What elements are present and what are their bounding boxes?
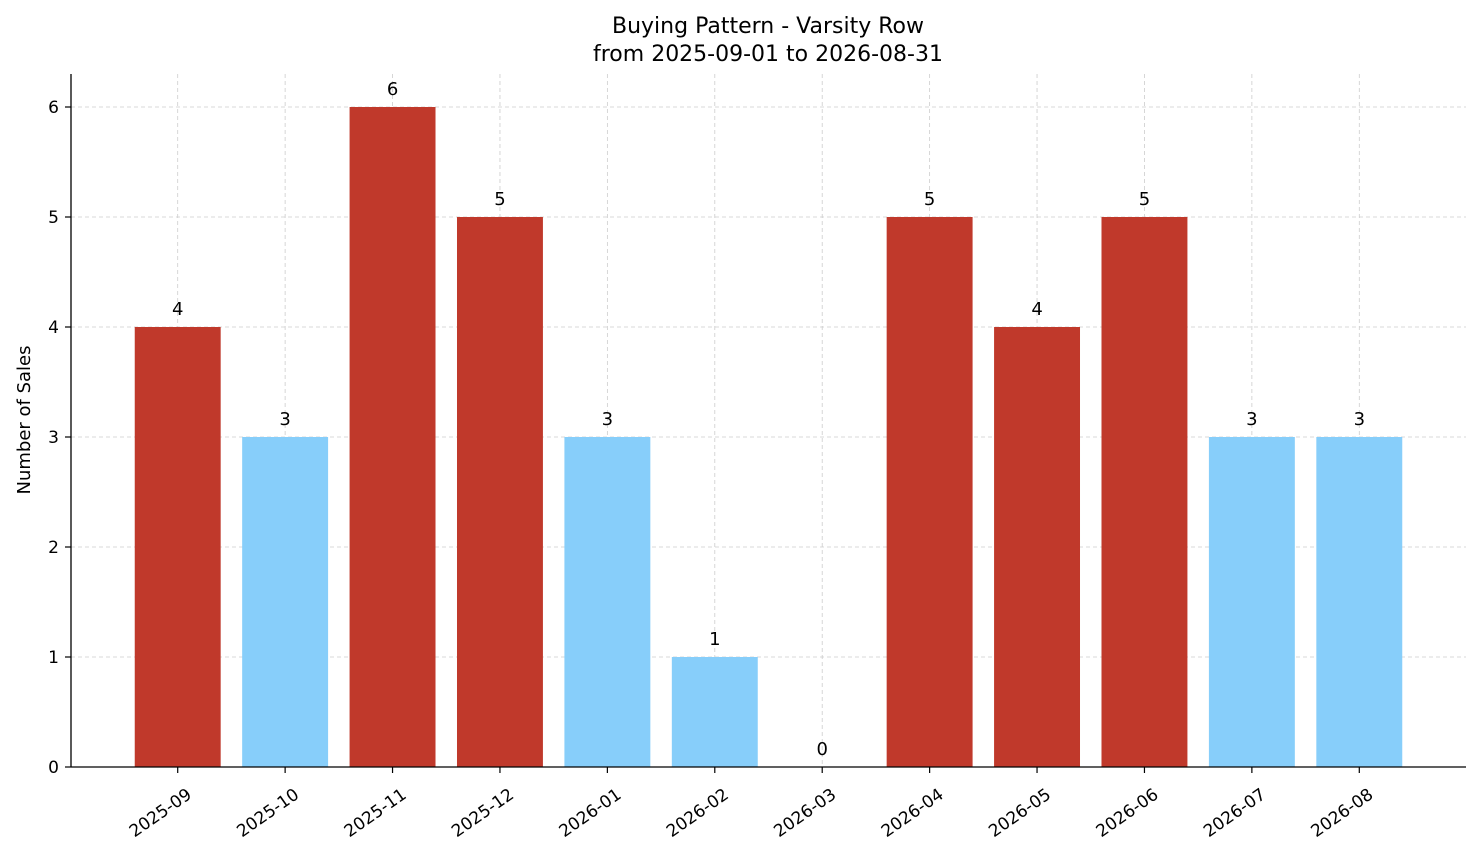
data-label: 3 — [602, 409, 613, 430]
y-tick-label: 5 — [48, 208, 59, 228]
y-tick-label: 0 — [48, 758, 59, 778]
y-tick-label: 1 — [48, 648, 59, 668]
x-tick-label: 2026-06 — [1093, 785, 1163, 842]
y-tick-label: 6 — [48, 98, 59, 118]
data-label: 3 — [279, 409, 290, 430]
x-tick-label: 2025-09 — [126, 785, 196, 842]
x-tick-label: 2026-01 — [556, 785, 626, 842]
data-label: 5 — [924, 189, 935, 210]
x-tick-label: 2026-08 — [1308, 785, 1378, 842]
data-label: 4 — [1031, 299, 1042, 320]
data-label: 3 — [1354, 409, 1365, 430]
bar-2026-07 — [1208, 437, 1295, 767]
data-label: 0 — [816, 739, 827, 760]
data-label: 6 — [387, 79, 398, 100]
data-label: 5 — [1139, 189, 1150, 210]
bar-2026-05 — [994, 327, 1081, 767]
bar-2025-12 — [456, 217, 543, 767]
data-labels: 4 3 6 5 3 1 0 5 4 5 3 3 — [172, 79, 1365, 760]
x-tick-label: 2025-10 — [233, 785, 303, 842]
bar-2025-11 — [349, 107, 436, 767]
bar-2025-09 — [134, 327, 221, 767]
bar-series — [134, 107, 1403, 767]
bar-2026-01 — [564, 437, 651, 767]
x-tick-label: 2026-03 — [770, 785, 840, 842]
x-tick-label: 2026-07 — [1200, 785, 1270, 842]
y-tick-label: 3 — [48, 428, 59, 448]
y-tick-label: 4 — [48, 318, 59, 338]
chart-title: Buying Pattern - Varsity Row — [612, 14, 924, 39]
y-axis-label: Number of Sales — [14, 345, 35, 494]
x-tick-label: 2026-04 — [878, 785, 948, 842]
bar-2025-10 — [242, 437, 329, 767]
data-label: 5 — [494, 189, 505, 210]
data-label: 4 — [172, 299, 183, 320]
x-tick-label: 2026-02 — [663, 785, 733, 842]
x-tick-label: 2025-11 — [341, 785, 411, 842]
chart-subtitle: from 2025-09-01 to 2026-08-31 — [593, 42, 943, 67]
bar-2026-06 — [1101, 217, 1188, 767]
bar-2026-02 — [671, 657, 758, 767]
x-tick-label: 2026-05 — [985, 785, 1055, 842]
bar-2026-04 — [886, 217, 973, 767]
data-label: 1 — [709, 629, 720, 650]
x-tick-label: 2025-12 — [448, 785, 518, 842]
bar-2026-08 — [1316, 437, 1403, 767]
y-tick-label: 2 — [48, 538, 59, 558]
data-label: 3 — [1246, 409, 1257, 430]
